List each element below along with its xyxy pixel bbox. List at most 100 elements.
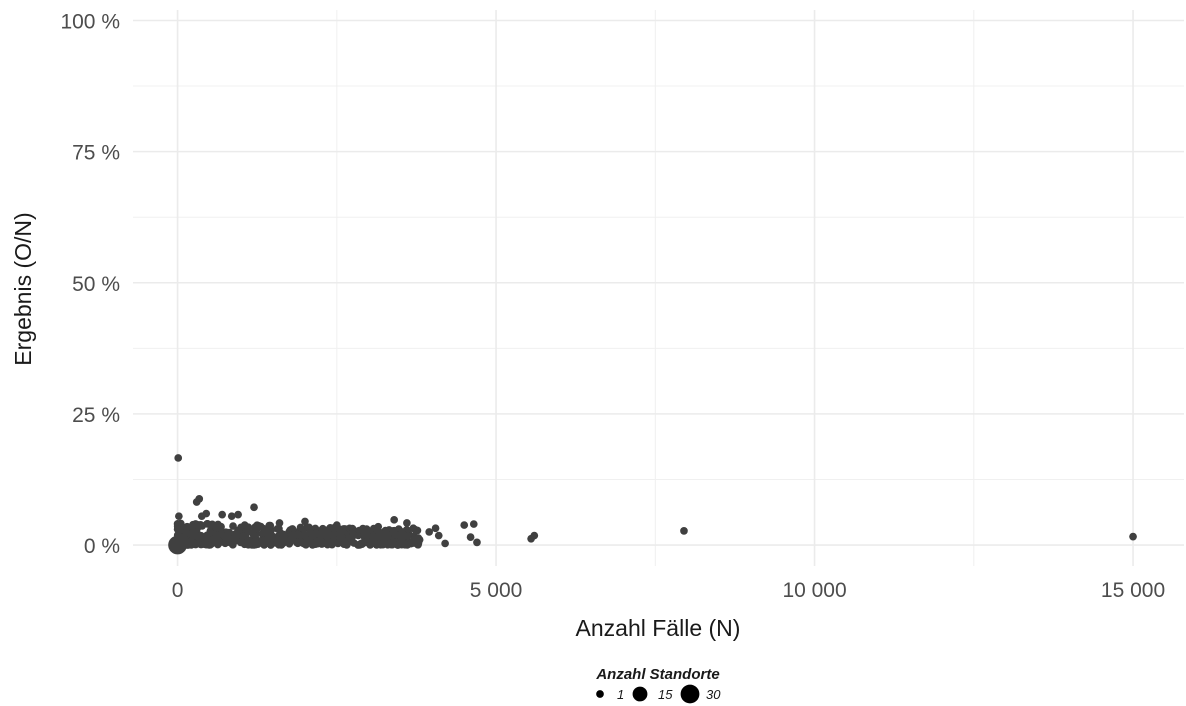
data-point bbox=[425, 528, 434, 536]
data-point bbox=[251, 538, 259, 547]
data-point bbox=[466, 533, 475, 541]
data-point bbox=[285, 539, 294, 548]
legend-label: 1 bbox=[617, 687, 624, 702]
x-axis-title: Anzahl Fälle (N) bbox=[576, 615, 741, 641]
data-point bbox=[250, 503, 258, 512]
data-point bbox=[240, 521, 249, 529]
data-point bbox=[441, 539, 449, 548]
data-point bbox=[218, 510, 227, 519]
data-point bbox=[298, 539, 307, 547]
data-point bbox=[175, 512, 183, 521]
data-point bbox=[273, 524, 282, 533]
data-point bbox=[530, 531, 539, 540]
x-tick-label: 10 000 bbox=[782, 579, 846, 602]
legend: Anzahl Standorte 1 15 30 bbox=[595, 666, 721, 704]
data-point bbox=[212, 523, 221, 532]
data-point bbox=[301, 517, 309, 526]
x-tick-label: 0 bbox=[172, 579, 184, 602]
data-point bbox=[214, 540, 222, 549]
data-point bbox=[340, 540, 348, 548]
legend-key bbox=[596, 690, 604, 698]
data-point bbox=[234, 510, 242, 519]
data-point bbox=[195, 495, 204, 503]
data-point bbox=[227, 512, 236, 521]
data-point bbox=[279, 531, 287, 540]
data-point bbox=[238, 532, 247, 541]
data-point bbox=[378, 539, 387, 548]
data-point bbox=[409, 539, 418, 547]
y-tick-label: 0 % bbox=[84, 535, 120, 558]
legend-key bbox=[632, 686, 648, 702]
data-points bbox=[168, 454, 1137, 555]
data-point bbox=[415, 535, 424, 544]
data-point bbox=[296, 523, 305, 532]
data-point bbox=[265, 521, 274, 530]
data-point bbox=[229, 522, 237, 530]
legend-title: Anzahl Standorte bbox=[595, 666, 719, 683]
data-point bbox=[209, 535, 218, 544]
data-point bbox=[194, 522, 203, 531]
data-point bbox=[182, 529, 190, 537]
y-tick-label: 50 % bbox=[72, 273, 120, 296]
data-point bbox=[244, 540, 253, 549]
data-point bbox=[268, 532, 277, 541]
data-point bbox=[197, 532, 205, 540]
data-point bbox=[399, 539, 408, 548]
data-point bbox=[409, 524, 418, 533]
x-tick-label: 5 000 bbox=[470, 579, 523, 602]
data-point bbox=[338, 527, 347, 536]
data-point bbox=[377, 530, 386, 539]
data-point bbox=[189, 528, 198, 536]
data-point bbox=[399, 530, 407, 539]
data-point bbox=[187, 537, 195, 546]
y-tick-label: 25 % bbox=[72, 404, 120, 427]
data-point bbox=[460, 521, 469, 529]
data-point bbox=[473, 538, 481, 547]
data-point bbox=[183, 522, 191, 531]
data-point bbox=[390, 516, 398, 524]
data-point bbox=[322, 538, 330, 547]
y-tick-label: 75 % bbox=[72, 142, 120, 165]
data-point bbox=[332, 521, 341, 529]
data-point bbox=[320, 527, 329, 536]
grid bbox=[133, 10, 1184, 566]
data-point bbox=[249, 530, 258, 539]
data-point bbox=[253, 521, 261, 530]
data-point bbox=[369, 532, 377, 540]
data-point bbox=[312, 529, 321, 538]
data-point bbox=[313, 537, 321, 546]
data-point bbox=[236, 538, 245, 547]
data-point bbox=[336, 533, 344, 542]
data-point bbox=[202, 509, 211, 518]
data-point bbox=[388, 538, 397, 547]
data-point bbox=[680, 527, 688, 535]
x-tick-label: 15 000 bbox=[1101, 579, 1165, 602]
data-point bbox=[174, 454, 183, 462]
data-point bbox=[173, 525, 182, 534]
data-point bbox=[403, 519, 411, 527]
data-point bbox=[354, 541, 362, 549]
data-point bbox=[358, 526, 367, 535]
data-point bbox=[262, 527, 270, 536]
data-point bbox=[469, 520, 478, 528]
data-point bbox=[168, 535, 187, 555]
data-point bbox=[349, 531, 358, 539]
data-point bbox=[263, 535, 271, 544]
data-point bbox=[220, 532, 229, 541]
legend-key bbox=[680, 684, 700, 704]
legend-label: 15 bbox=[658, 687, 673, 702]
x-axis-ticks: 0 5 000 10 000 15 000 bbox=[172, 579, 1165, 602]
data-point bbox=[275, 519, 284, 527]
data-point bbox=[300, 530, 309, 539]
data-point bbox=[389, 528, 398, 536]
data-point bbox=[328, 537, 337, 546]
y-axis-ticks: 0 % 25 % 50 % 75 % 100 % bbox=[60, 10, 120, 558]
data-point bbox=[431, 524, 440, 533]
y-tick-label: 100 % bbox=[60, 10, 120, 33]
data-point bbox=[277, 541, 286, 549]
data-point bbox=[374, 522, 383, 531]
legend-label: 30 bbox=[706, 687, 721, 702]
data-point bbox=[434, 531, 443, 540]
data-point bbox=[289, 530, 298, 539]
